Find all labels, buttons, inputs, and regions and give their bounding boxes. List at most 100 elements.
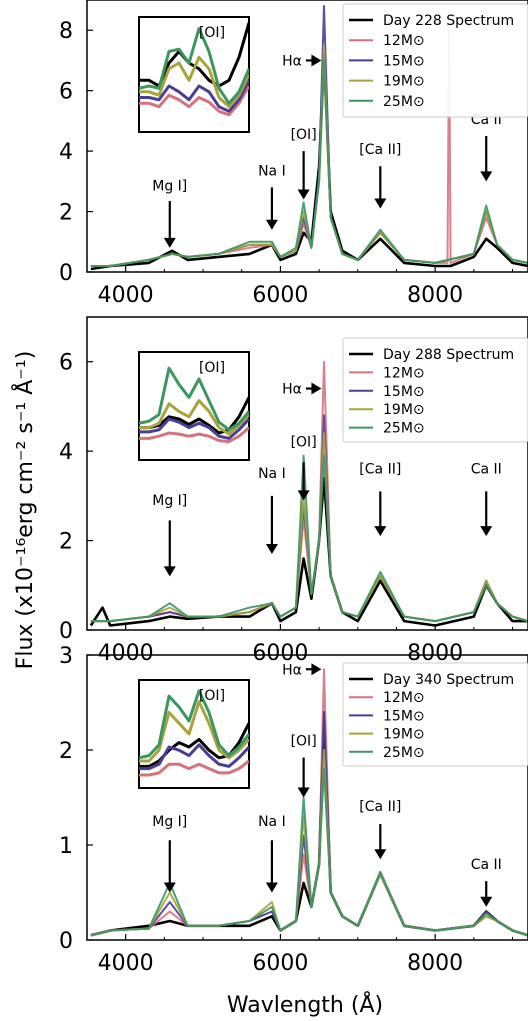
series-group xyxy=(90,5,528,271)
x-tick-label: 4000 xyxy=(98,283,154,308)
panels: 4000 6000 8000 0 2 4 6 8 Mg I] Na I [OI] [Ca II] Ca … xyxy=(59,0,528,976)
annotation-label: [OI] xyxy=(291,733,317,749)
annotation-label: Na I xyxy=(258,163,286,179)
annotation-arrowhead xyxy=(297,787,310,798)
annotation-arrowhead xyxy=(297,189,310,200)
legend: Day 288 Spectrum 12M⊙ 15M⊙ 19M⊙ 25M⊙ xyxy=(342,337,528,443)
panel-3: 4000 6000 8000 0 1 2 3 Mg I] Na I [OI] [Ca II] Ca I… xyxy=(59,644,528,976)
y-tick-label: 2 xyxy=(59,739,73,764)
y-tick-label: 0 xyxy=(59,261,73,286)
legend-entry: Day 340 Spectrum xyxy=(383,672,514,688)
inset-label: [OI] xyxy=(199,360,225,376)
line-annotations: Mg I] Na I [OI] [Ca II] Ca II xyxy=(152,435,502,577)
axes-frame xyxy=(86,316,528,631)
annotation-label: Mg I] xyxy=(152,814,187,830)
legend-entry: 25M⊙ xyxy=(383,94,425,110)
series-group xyxy=(89,360,528,627)
legend-entry: 19M⊙ xyxy=(383,402,425,418)
legend: Day 228 Spectrum 12M⊙ 15M⊙ 19M⊙ 25M⊙ xyxy=(342,3,528,118)
series-line-4 xyxy=(90,454,528,623)
axes-frame xyxy=(86,0,528,273)
halpha-arrowhead xyxy=(311,663,322,676)
y-tick-label: 4 xyxy=(59,140,73,165)
y-tick-label: 6 xyxy=(59,80,73,105)
legend-entry: 12M⊙ xyxy=(383,365,425,381)
series-group xyxy=(90,668,528,937)
annotation-label: Ca II xyxy=(471,857,502,873)
inset-line-1 xyxy=(139,85,249,117)
halpha-arrowhead xyxy=(311,382,322,395)
annotation-label: [Ca II] xyxy=(359,462,401,478)
legend-entry: Day 288 Spectrum xyxy=(383,347,514,363)
legend-frame xyxy=(342,3,528,118)
legend-entry: 15M⊙ xyxy=(383,53,425,69)
annotation-arrowhead xyxy=(265,543,278,554)
inset-line-4 xyxy=(139,689,249,760)
y-tick-label: 1 xyxy=(59,834,73,859)
legend-frame xyxy=(342,662,528,767)
legend-entry: 19M⊙ xyxy=(383,727,425,743)
inset-label: [OI] xyxy=(199,688,225,704)
y-tick-label: 2 xyxy=(59,530,73,555)
legend-entry: 15M⊙ xyxy=(383,384,425,400)
line-annotations: Mg I] Na I [OI] [Ca II] Ca II xyxy=(152,733,502,907)
y-tick-label: 2 xyxy=(59,201,73,226)
inset-line-4 xyxy=(139,366,249,432)
annotation-label: Mg I] xyxy=(152,178,187,194)
inset-line-1 xyxy=(139,759,249,777)
x-tick-label: 8000 xyxy=(407,283,463,308)
annotation-label: [OI] xyxy=(291,435,317,451)
x-tick-label: 8000 xyxy=(407,641,463,666)
x-tick-label: 4000 xyxy=(98,951,154,976)
x-tick-label: 6000 xyxy=(252,283,308,308)
y-tick-label: 0 xyxy=(59,619,73,644)
halpha-label: Hα xyxy=(282,382,302,398)
inset-line-3 xyxy=(139,700,249,763)
y-tick-label: 3 xyxy=(59,644,73,669)
annotation-arrowhead xyxy=(374,526,387,537)
inset-label: [OI] xyxy=(199,25,225,41)
annotation-label: Na I xyxy=(258,814,286,830)
y-tick-label: 4 xyxy=(59,440,73,465)
panel-2: 4000 6000 8000 0 2 4 6 Mg I] Na I [OI] [Ca II] Ca I… xyxy=(59,316,528,666)
annotation-arrowhead xyxy=(480,171,493,182)
legend-entry: 19M⊙ xyxy=(383,74,425,90)
legend-frame xyxy=(342,337,528,443)
annotation-label: [OI] xyxy=(291,127,317,143)
legend-entry: 15M⊙ xyxy=(383,708,425,724)
x-axis-label: Wavlength (Å) xyxy=(227,991,383,1018)
inset-line-3 xyxy=(139,55,249,109)
annotation-arrowhead xyxy=(163,882,176,893)
inset-oi: [OI] xyxy=(138,679,250,789)
annotation-arrowhead xyxy=(163,237,176,248)
legend-entry: Day 228 Spectrum xyxy=(383,13,514,29)
legend-entry: 25M⊙ xyxy=(383,745,425,761)
x-tick-label: 4000 xyxy=(98,641,154,666)
annotation-label: Na I xyxy=(258,466,286,482)
axes-frame xyxy=(86,654,528,941)
halpha-arrowhead xyxy=(311,54,322,67)
inset-line-4 xyxy=(139,27,249,105)
y-axis-label: Flux (x10⁻¹⁶erg cm⁻² s⁻¹ Å⁻¹) xyxy=(11,351,38,670)
inset-line-3 xyxy=(139,399,249,436)
series-line-4 xyxy=(90,768,528,937)
annotation-arrowhead xyxy=(480,896,493,907)
inset-oi: [OI] xyxy=(138,16,250,133)
annotation-label: [Ca II] xyxy=(359,142,401,158)
annotation-arrowhead xyxy=(480,526,493,537)
y-tick-label: 8 xyxy=(59,19,73,44)
annotation-arrowhead xyxy=(163,566,176,577)
annotation-arrowhead xyxy=(265,882,278,893)
legend: Day 340 Spectrum 12M⊙ 15M⊙ 19M⊙ 25M⊙ xyxy=(342,662,528,767)
inset-oi: [OI] xyxy=(138,351,250,461)
x-tick-label: 6000 xyxy=(252,951,308,976)
annotation-arrowhead xyxy=(374,198,387,209)
series-line-4 xyxy=(90,59,528,267)
halpha-label: Hα xyxy=(282,53,302,69)
annotation-arrowhead xyxy=(374,849,387,860)
inset-line-2 xyxy=(139,743,249,771)
y-tick-label: 6 xyxy=(59,351,73,376)
annotation-arrowhead xyxy=(265,219,278,230)
